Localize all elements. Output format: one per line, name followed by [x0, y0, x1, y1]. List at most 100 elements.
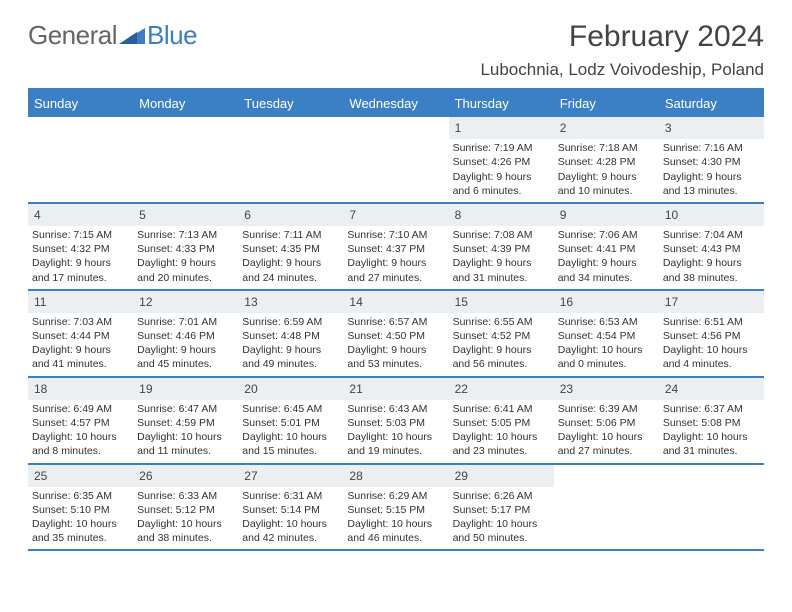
day-info: Sunrise: 7:01 AMSunset: 4:46 PMDaylight:…	[133, 313, 238, 376]
day-cell: 22Sunrise: 6:41 AMSunset: 5:05 PMDayligh…	[449, 378, 554, 463]
day-info: Sunrise: 7:10 AMSunset: 4:37 PMDaylight:…	[343, 226, 448, 289]
day-cell: 26Sunrise: 6:33 AMSunset: 5:12 PMDayligh…	[133, 465, 238, 550]
daylight-text: Daylight: 9 hours and 56 minutes.	[453, 343, 550, 371]
sunset-text: Sunset: 5:06 PM	[558, 416, 655, 430]
week-row: 4Sunrise: 7:15 AMSunset: 4:32 PMDaylight…	[28, 204, 764, 291]
day-number: 10	[659, 204, 764, 226]
day-info: Sunrise: 6:53 AMSunset: 4:54 PMDaylight:…	[554, 313, 659, 376]
sunset-text: Sunset: 4:54 PM	[558, 329, 655, 343]
day-cell	[238, 117, 343, 202]
daylight-text: Daylight: 9 hours and 49 minutes.	[242, 343, 339, 371]
sunset-text: Sunset: 4:57 PM	[32, 416, 129, 430]
day-cell: 29Sunrise: 6:26 AMSunset: 5:17 PMDayligh…	[449, 465, 554, 550]
day-info: Sunrise: 6:35 AMSunset: 5:10 PMDaylight:…	[28, 487, 133, 550]
day-info: Sunrise: 6:51 AMSunset: 4:56 PMDaylight:…	[659, 313, 764, 376]
daylight-text: Daylight: 9 hours and 20 minutes.	[137, 256, 234, 284]
logo-text-general: General	[28, 20, 117, 51]
sunrise-text: Sunrise: 7:16 AM	[663, 141, 760, 155]
day-info: Sunrise: 7:19 AMSunset: 4:26 PMDaylight:…	[449, 139, 554, 202]
day-number: 17	[659, 291, 764, 313]
day-info: Sunrise: 7:03 AMSunset: 4:44 PMDaylight:…	[28, 313, 133, 376]
sunset-text: Sunset: 5:17 PM	[453, 503, 550, 517]
dayhead-monday: Monday	[133, 90, 238, 117]
day-info: Sunrise: 6:37 AMSunset: 5:08 PMDaylight:…	[659, 400, 764, 463]
day-number	[659, 465, 764, 471]
day-cell: 16Sunrise: 6:53 AMSunset: 4:54 PMDayligh…	[554, 291, 659, 376]
day-cell: 10Sunrise: 7:04 AMSunset: 4:43 PMDayligh…	[659, 204, 764, 289]
sunrise-text: Sunrise: 7:01 AM	[137, 315, 234, 329]
logo-text-blue: Blue	[147, 20, 197, 51]
day-info: Sunrise: 6:41 AMSunset: 5:05 PMDaylight:…	[449, 400, 554, 463]
sunset-text: Sunset: 4:37 PM	[347, 242, 444, 256]
month-title: February 2024	[480, 20, 764, 54]
sunrise-text: Sunrise: 6:57 AM	[347, 315, 444, 329]
day-info: Sunrise: 7:11 AMSunset: 4:35 PMDaylight:…	[238, 226, 343, 289]
daylight-text: Daylight: 9 hours and 45 minutes.	[137, 343, 234, 371]
day-cell	[28, 117, 133, 202]
day-cell: 6Sunrise: 7:11 AMSunset: 4:35 PMDaylight…	[238, 204, 343, 289]
day-number	[28, 117, 133, 123]
sunset-text: Sunset: 5:01 PM	[242, 416, 339, 430]
day-number: 7	[343, 204, 448, 226]
day-cell: 17Sunrise: 6:51 AMSunset: 4:56 PMDayligh…	[659, 291, 764, 376]
sunset-text: Sunset: 4:35 PM	[242, 242, 339, 256]
sunrise-text: Sunrise: 7:18 AM	[558, 141, 655, 155]
sunset-text: Sunset: 4:59 PM	[137, 416, 234, 430]
sunrise-text: Sunrise: 7:13 AM	[137, 228, 234, 242]
daylight-text: Daylight: 9 hours and 38 minutes.	[663, 256, 760, 284]
week-row: 11Sunrise: 7:03 AMSunset: 4:44 PMDayligh…	[28, 291, 764, 378]
sunrise-text: Sunrise: 7:03 AM	[32, 315, 129, 329]
sunset-text: Sunset: 4:43 PM	[663, 242, 760, 256]
daylight-text: Daylight: 10 hours and 19 minutes.	[347, 430, 444, 458]
sunrise-text: Sunrise: 6:43 AM	[347, 402, 444, 416]
location-text: Lubochnia, Lodz Voivodeship, Poland	[480, 60, 764, 80]
sunset-text: Sunset: 4:33 PM	[137, 242, 234, 256]
dayhead-thursday: Thursday	[449, 90, 554, 117]
day-number: 18	[28, 378, 133, 400]
day-cell: 13Sunrise: 6:59 AMSunset: 4:48 PMDayligh…	[238, 291, 343, 376]
day-number: 4	[28, 204, 133, 226]
sunset-text: Sunset: 5:03 PM	[347, 416, 444, 430]
dayhead-sunday: Sunday	[28, 90, 133, 117]
sunset-text: Sunset: 4:41 PM	[558, 242, 655, 256]
daylight-text: Daylight: 9 hours and 41 minutes.	[32, 343, 129, 371]
dayhead-tuesday: Tuesday	[238, 90, 343, 117]
day-info: Sunrise: 6:47 AMSunset: 4:59 PMDaylight:…	[133, 400, 238, 463]
day-cell: 11Sunrise: 7:03 AMSunset: 4:44 PMDayligh…	[28, 291, 133, 376]
day-number: 20	[238, 378, 343, 400]
day-number: 11	[28, 291, 133, 313]
day-info: Sunrise: 6:31 AMSunset: 5:14 PMDaylight:…	[238, 487, 343, 550]
day-info: Sunrise: 7:04 AMSunset: 4:43 PMDaylight:…	[659, 226, 764, 289]
day-number: 14	[343, 291, 448, 313]
day-number: 13	[238, 291, 343, 313]
day-cell: 25Sunrise: 6:35 AMSunset: 5:10 PMDayligh…	[28, 465, 133, 550]
day-number: 1	[449, 117, 554, 139]
day-cell	[659, 465, 764, 550]
day-info: Sunrise: 6:55 AMSunset: 4:52 PMDaylight:…	[449, 313, 554, 376]
sunset-text: Sunset: 5:08 PM	[663, 416, 760, 430]
daylight-text: Daylight: 9 hours and 34 minutes.	[558, 256, 655, 284]
daylight-text: Daylight: 9 hours and 6 minutes.	[453, 170, 550, 198]
day-info: Sunrise: 7:06 AMSunset: 4:41 PMDaylight:…	[554, 226, 659, 289]
sunrise-text: Sunrise: 6:51 AM	[663, 315, 760, 329]
day-number: 15	[449, 291, 554, 313]
day-cell	[343, 117, 448, 202]
day-cell: 8Sunrise: 7:08 AMSunset: 4:39 PMDaylight…	[449, 204, 554, 289]
dayhead-saturday: Saturday	[659, 90, 764, 117]
daylight-text: Daylight: 10 hours and 31 minutes.	[663, 430, 760, 458]
sunrise-text: Sunrise: 6:53 AM	[558, 315, 655, 329]
day-cell: 9Sunrise: 7:06 AMSunset: 4:41 PMDaylight…	[554, 204, 659, 289]
day-number	[343, 117, 448, 123]
sunset-text: Sunset: 5:12 PM	[137, 503, 234, 517]
day-number: 21	[343, 378, 448, 400]
weeks-container: 1Sunrise: 7:19 AMSunset: 4:26 PMDaylight…	[28, 117, 764, 551]
day-number: 12	[133, 291, 238, 313]
daylight-text: Daylight: 9 hours and 53 minutes.	[347, 343, 444, 371]
day-number: 19	[133, 378, 238, 400]
day-info: Sunrise: 7:13 AMSunset: 4:33 PMDaylight:…	[133, 226, 238, 289]
day-info: Sunrise: 6:43 AMSunset: 5:03 PMDaylight:…	[343, 400, 448, 463]
day-number: 6	[238, 204, 343, 226]
sunrise-text: Sunrise: 6:49 AM	[32, 402, 129, 416]
day-number: 25	[28, 465, 133, 487]
title-block: February 2024 Lubochnia, Lodz Voivodeshi…	[480, 20, 764, 80]
